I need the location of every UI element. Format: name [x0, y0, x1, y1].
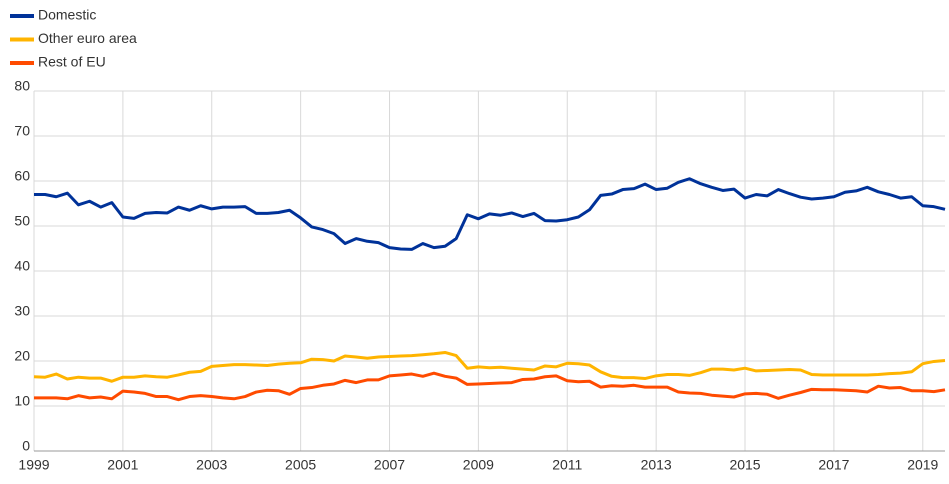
series-line	[34, 177, 946, 251]
y-tick-label: 50	[14, 213, 30, 229]
x-tick-label: 2019	[907, 457, 938, 473]
series-line	[34, 371, 946, 402]
y-tick-label: 0	[22, 438, 30, 454]
y-tick-label: 60	[14, 168, 30, 184]
x-tick-label: 1999	[18, 457, 49, 473]
x-tick-label: 2005	[285, 457, 316, 473]
x-tick-label: 2013	[641, 457, 672, 473]
y-tick-label: 80	[14, 78, 30, 94]
x-tick-label: 2007	[374, 457, 405, 473]
y-tick-label: 40	[14, 258, 30, 274]
x-tick-label: 2001	[107, 457, 138, 473]
x-tick-label: 2015	[729, 457, 760, 473]
legend-label: Other euro area	[38, 30, 137, 46]
x-tick-label: 2011	[552, 457, 582, 473]
legend-label: Domestic	[38, 7, 96, 23]
legend-label: Rest of EU	[38, 54, 106, 70]
y-tick-label: 30	[14, 303, 30, 319]
x-tick-label: 2017	[818, 457, 849, 473]
y-tick-label: 10	[14, 393, 30, 409]
y-tick-label: 20	[14, 348, 30, 364]
x-tick-label: 2003	[196, 457, 227, 473]
x-tick-label: 2009	[463, 457, 494, 473]
y-tick-label: 70	[14, 123, 30, 139]
series-line	[33, 350, 946, 383]
